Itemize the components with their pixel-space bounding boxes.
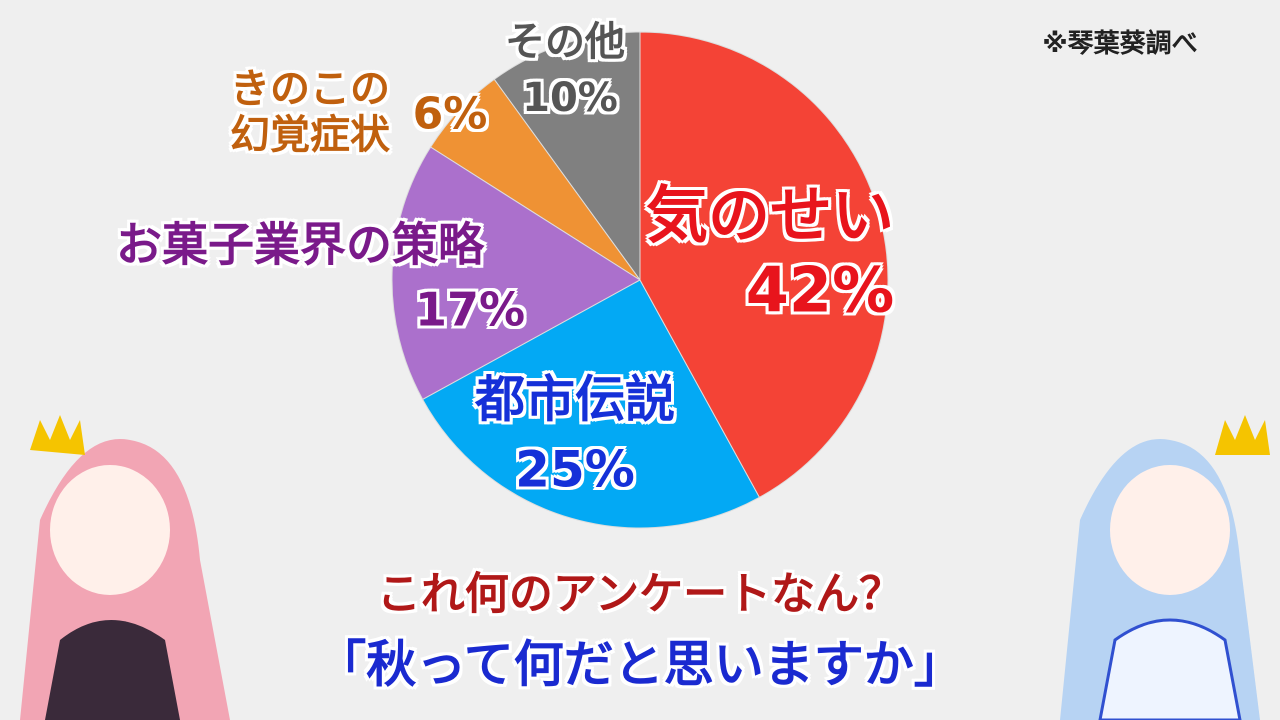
subtitle: 「秋って何だと思いますか」 <box>316 635 964 694</box>
value-label: 42% <box>745 253 895 327</box>
slice-label: 都市伝説 <box>475 370 675 429</box>
face <box>1110 465 1230 595</box>
dress <box>45 620 180 720</box>
value-label: 17% <box>414 282 526 337</box>
caption: これ何のアンケートなん？ <box>376 568 904 620</box>
slice-label: きのこの幻覚症状 <box>230 66 390 158</box>
value-label: 10% <box>522 75 618 121</box>
pie-slice <box>421 279 761 529</box>
slice-label: お菓子業界の策略 <box>116 217 484 272</box>
note: ※琴葉葵調べ <box>1042 29 1198 60</box>
character-right <box>1060 415 1270 720</box>
pie-slice <box>391 146 641 401</box>
value-label: 6% <box>412 88 488 140</box>
dress <box>1098 618 1242 720</box>
pie-slice <box>493 31 641 282</box>
crown <box>30 415 85 455</box>
pie-slice <box>639 31 889 499</box>
character-left <box>20 415 230 720</box>
crown <box>1215 415 1270 455</box>
face <box>50 465 170 595</box>
slice-label: 気のせい <box>645 178 895 252</box>
value-label: 25% <box>515 440 635 499</box>
slice-label: その他 <box>505 19 625 65</box>
